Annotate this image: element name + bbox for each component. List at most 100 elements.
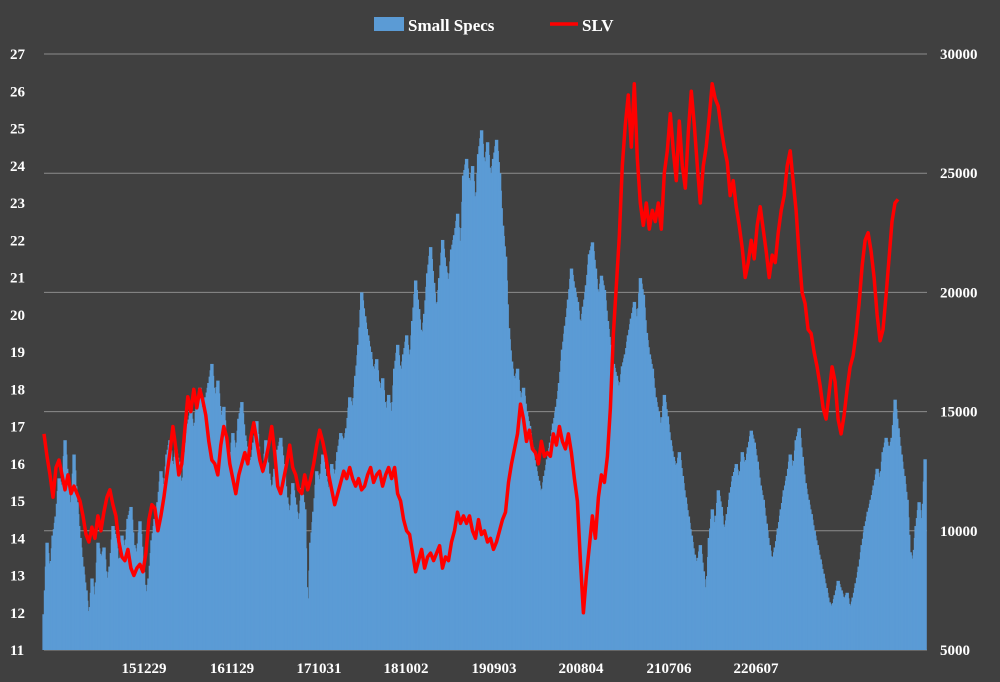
small-specs-bar — [65, 468, 69, 650]
small-specs-bar — [290, 494, 294, 650]
small-specs-bar — [383, 402, 387, 650]
small-specs-bar — [338, 439, 342, 650]
small-specs-bar — [167, 444, 171, 650]
small-specs-bar — [371, 366, 375, 650]
small-specs-bar — [874, 474, 878, 650]
small-specs-bar — [638, 293, 641, 650]
small-specs-bar — [766, 537, 770, 650]
small-specs-bar — [509, 350, 512, 650]
small-specs-bar — [844, 595, 848, 650]
small-specs-bar — [593, 259, 596, 650]
small-specs-bar — [835, 585, 839, 650]
small-specs-bar — [161, 483, 165, 650]
small-specs-bar — [913, 537, 917, 650]
small-specs-bar — [248, 460, 252, 650]
small-specs-bar — [491, 166, 494, 650]
small-specs-bar — [206, 387, 210, 650]
small-specs-bar — [140, 546, 144, 650]
small-specs-bar — [620, 374, 623, 650]
left-tick-label: 20 — [10, 308, 25, 324]
right-tick-label: 30000 — [940, 47, 978, 63]
small-specs-bar — [811, 525, 815, 650]
small-specs-bar — [263, 453, 267, 650]
small-specs-bar — [185, 433, 189, 650]
small-specs-bar — [350, 405, 354, 650]
small-specs-bar — [692, 548, 695, 650]
small-specs-bar — [704, 587, 707, 650]
small-specs-bar — [775, 534, 779, 650]
right-axis: 5000 10000 15000 20000 25000 30000 — [940, 47, 978, 659]
left-tick-label: 19 — [10, 345, 25, 361]
small-specs-bar — [119, 546, 123, 650]
small-specs-bar — [230, 442, 234, 650]
left-tick-label: 14 — [10, 531, 26, 547]
small-specs-bar — [326, 487, 330, 650]
small-specs-bar — [569, 278, 572, 650]
small-specs-bar — [410, 335, 413, 650]
small-specs-bar — [781, 496, 785, 650]
small-specs-bar — [380, 382, 384, 650]
small-specs-bar — [95, 562, 99, 650]
small-specs-bar — [823, 583, 827, 650]
small-specs-bar — [92, 594, 96, 650]
small-specs-bar — [725, 520, 728, 650]
left-tick-label: 12 — [10, 606, 25, 622]
small-specs-bar — [317, 479, 321, 650]
small-specs-bar — [832, 599, 836, 650]
small-specs-bar — [746, 453, 749, 650]
small-specs-bar — [266, 462, 270, 650]
small-specs-bar — [77, 526, 81, 650]
small-specs-bar — [515, 373, 518, 650]
x-axis: 151229 161129 171031 181002 190903 200804 2107… — [122, 661, 780, 677]
small-specs-bar — [356, 355, 360, 650]
small-specs-bar — [443, 257, 446, 650]
small-specs-bar — [614, 371, 617, 650]
small-specs-bar — [662, 406, 665, 650]
small-specs-bar — [68, 502, 72, 650]
small-specs-bar — [734, 468, 737, 650]
small-specs-bar — [907, 534, 911, 650]
x-tick-label: 190903 — [472, 661, 517, 677]
small-specs-bar — [377, 381, 381, 650]
small-specs-bar — [257, 446, 261, 650]
small-specs-bar — [215, 386, 219, 650]
small-specs-bar — [689, 529, 692, 650]
small-specs-bar — [814, 540, 818, 650]
small-specs-bar — [853, 588, 857, 650]
small-specs-bar — [173, 456, 177, 650]
small-specs-bar — [769, 556, 773, 650]
small-specs-bar — [677, 457, 680, 650]
small-specs-bar — [817, 554, 821, 650]
small-specs-bar — [80, 557, 84, 650]
small-specs-bar — [886, 445, 890, 650]
legend: Small Specs SLV — [374, 16, 614, 35]
small-specs-bar — [826, 597, 830, 650]
small-specs-bar — [197, 392, 201, 650]
small-specs-bar — [422, 322, 425, 650]
small-specs-bar — [551, 429, 554, 650]
small-specs-bar — [665, 409, 668, 650]
small-specs-bar — [305, 587, 309, 650]
small-specs-bar — [482, 157, 485, 650]
small-specs-bar — [308, 570, 312, 650]
small-specs-bar — [440, 252, 443, 650]
small-specs-bar — [224, 433, 228, 650]
small-specs-bar — [778, 515, 782, 650]
small-specs-bar — [680, 468, 683, 650]
small-specs-bar — [299, 500, 303, 650]
small-specs-bar — [707, 557, 710, 650]
small-specs-bar — [793, 450, 797, 650]
small-specs-bar — [710, 518, 713, 650]
small-specs-bar — [784, 480, 788, 650]
small-specs-bar — [512, 375, 515, 650]
small-specs-bar — [838, 587, 842, 650]
small-specs-bar — [518, 390, 521, 650]
small-specs-bar — [748, 436, 752, 650]
small-specs-bar — [847, 603, 851, 650]
small-specs-bar — [296, 518, 300, 650]
small-specs-bar — [50, 548, 54, 650]
small-specs-bar — [904, 491, 908, 650]
small-specs-bar — [71, 473, 75, 650]
small-specs-bar — [521, 392, 524, 650]
